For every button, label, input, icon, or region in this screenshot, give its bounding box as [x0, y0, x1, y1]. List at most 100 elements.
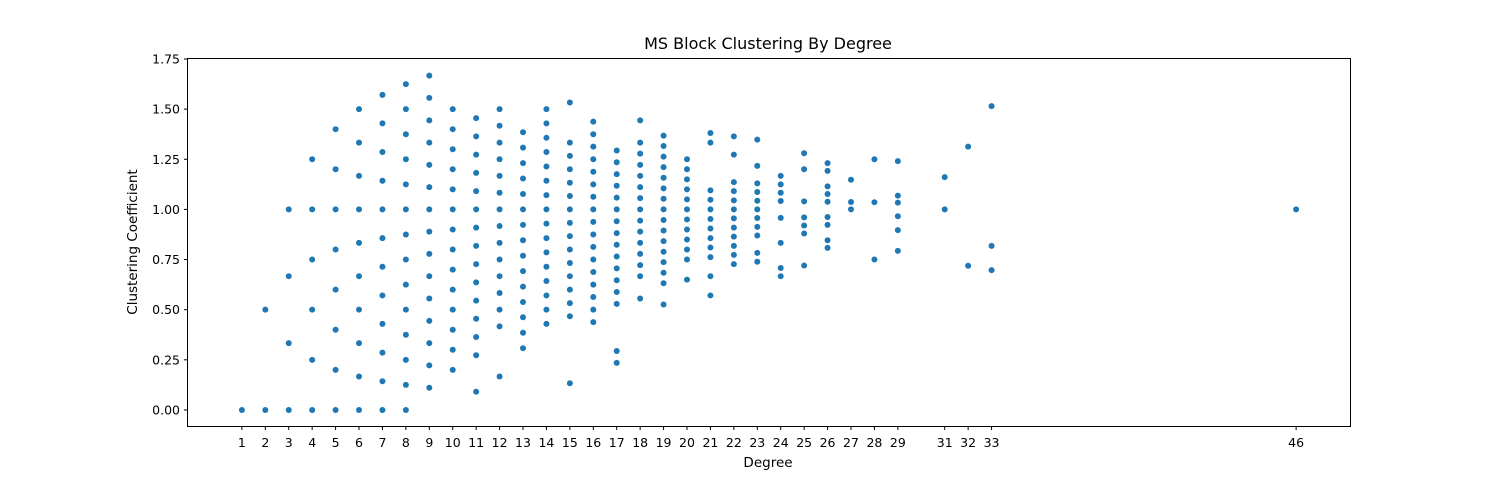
data-point	[730, 133, 737, 140]
data-point	[566, 152, 573, 159]
y-axis-ticks: 0.00 0.25 0.50 0.75 1.00 1.25 1.50 1.75	[152, 52, 188, 417]
data-point	[613, 289, 620, 296]
data-point	[473, 261, 480, 268]
data-point	[426, 139, 433, 146]
data-point	[566, 192, 573, 199]
data-point	[379, 235, 386, 242]
data-point	[894, 213, 901, 220]
data-point	[449, 206, 456, 213]
data-point	[379, 177, 386, 184]
data-point	[449, 366, 456, 373]
data-point	[660, 195, 667, 202]
data-point	[449, 326, 456, 333]
data-point	[801, 262, 808, 269]
data-point	[660, 248, 667, 255]
data-point	[613, 300, 620, 307]
data-point	[426, 340, 433, 347]
x-tick-label: 33	[984, 435, 1000, 450]
data-point	[660, 164, 667, 171]
x-tick-label: 9	[425, 435, 433, 450]
data-point	[402, 281, 409, 288]
data-point	[777, 197, 784, 204]
data-point	[496, 139, 503, 146]
data-point	[637, 273, 644, 280]
data-point	[777, 172, 784, 179]
x-tick-label: 2	[261, 435, 269, 450]
data-point	[801, 230, 808, 237]
data-point	[754, 232, 761, 239]
data-point	[988, 103, 995, 110]
x-tick-label: 27	[843, 435, 859, 450]
data-point	[520, 175, 527, 182]
data-point	[660, 301, 667, 308]
data-point	[402, 256, 409, 263]
data-point	[637, 139, 644, 146]
data-point	[730, 151, 737, 158]
data-point	[988, 242, 995, 249]
data-point	[848, 206, 854, 213]
data-point	[824, 198, 831, 205]
y-tick-label: 0.75	[152, 252, 180, 267]
x-tick-label: 13	[515, 435, 531, 450]
data-point	[473, 388, 480, 395]
data-point	[637, 228, 644, 235]
data-point	[356, 206, 363, 213]
data-point	[356, 340, 363, 347]
y-tick-label: 1.25	[152, 152, 180, 167]
data-point	[684, 226, 690, 233]
data-point	[871, 156, 878, 163]
data-point	[449, 126, 456, 133]
data-point	[613, 253, 620, 260]
data-point	[777, 273, 784, 280]
data-point	[590, 231, 597, 238]
x-tick-label: 28	[866, 435, 882, 450]
data-point	[543, 235, 550, 242]
data-point	[730, 224, 737, 231]
x-tick-label: 18	[632, 435, 648, 450]
data-point	[496, 122, 503, 129]
x-tick-label: 22	[726, 435, 742, 450]
data-point	[848, 176, 854, 183]
data-point	[637, 250, 644, 257]
data-point	[566, 206, 573, 213]
data-point	[402, 381, 409, 388]
data-point	[543, 320, 550, 327]
data-point	[801, 222, 808, 229]
data-point	[566, 99, 573, 106]
data-point	[988, 267, 995, 274]
data-point	[426, 161, 433, 168]
data-point	[707, 139, 714, 146]
data-point	[894, 158, 901, 165]
data-point	[660, 185, 667, 192]
data-point	[262, 306, 269, 313]
data-point	[707, 225, 714, 232]
data-point	[637, 150, 644, 157]
data-point	[426, 94, 433, 101]
data-point	[543, 306, 550, 313]
data-point	[660, 259, 667, 266]
data-point	[379, 206, 386, 213]
data-point	[473, 242, 480, 249]
data-point	[613, 230, 620, 237]
data-point	[473, 224, 480, 231]
data-point	[449, 226, 456, 233]
data-point	[543, 149, 550, 156]
data-point	[402, 181, 409, 188]
data-point	[590, 281, 597, 288]
x-tick-label: 6	[355, 435, 363, 450]
data-point	[473, 206, 480, 213]
data-point	[754, 197, 761, 204]
data-point	[637, 206, 644, 213]
points-layer	[238, 72, 1300, 413]
data-point	[590, 306, 597, 313]
data-point	[426, 184, 433, 191]
data-point	[426, 228, 433, 235]
data-point	[637, 172, 644, 179]
data-point	[566, 139, 573, 146]
data-point	[449, 186, 456, 193]
data-point	[824, 160, 831, 167]
data-point	[356, 172, 363, 179]
data-point	[824, 214, 831, 221]
data-point	[590, 118, 597, 125]
data-point	[566, 259, 573, 266]
